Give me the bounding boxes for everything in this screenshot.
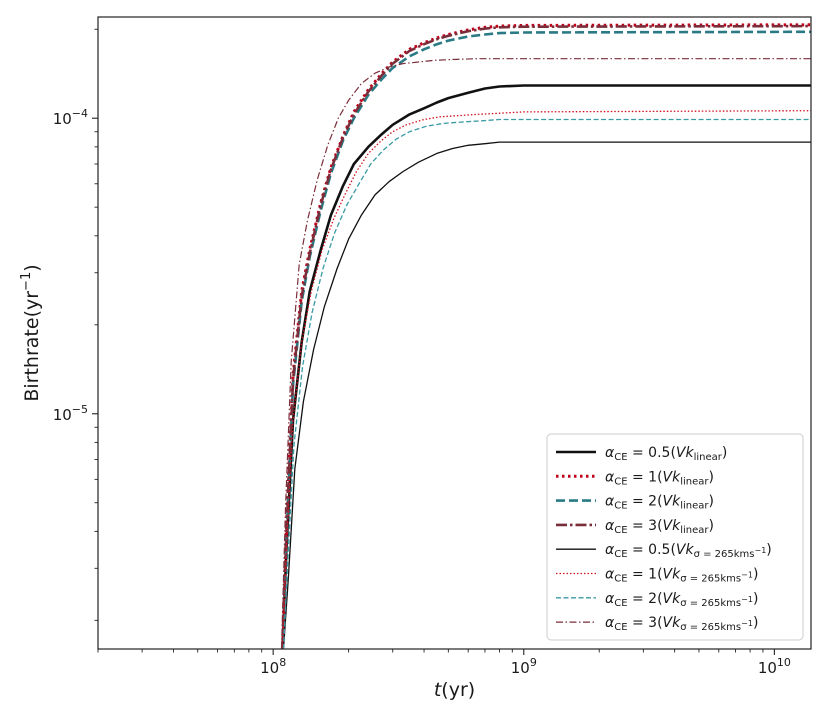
y-axis-title-sup: −1	[19, 272, 34, 291]
x-tick-label: 108	[260, 656, 286, 677]
series-line-8	[280, 58, 811, 649]
x-axis-title-var: t	[434, 679, 443, 701]
legend-label: αCE = 2(Vklinear)	[605, 494, 714, 512]
x-tick-label: 1010	[758, 656, 791, 677]
legend-label: αCE = 3(Vkσ = 265kms−1)	[605, 615, 758, 633]
y-axis-title: Birthrate(yr−1)	[19, 264, 43, 401]
legend-label: αCE = 2(Vkσ = 265kms−1)	[605, 591, 758, 609]
legend-label: αCE = 0.5(Vkσ = 265kms−1)	[605, 542, 772, 560]
plot-area-frame	[97, 16, 812, 650]
legend: αCE = 0.5(Vklinear) αCE = 1(Vklinear) αCE …	[546, 433, 804, 641]
legend-label: αCE = 0.5(Vklinear)	[605, 445, 727, 463]
series-line-7	[282, 118, 811, 649]
y-tick-label: 10−5	[53, 403, 88, 424]
x-axis-title-unit: (yr)	[441, 679, 475, 701]
legend-label: αCE = 1(Vklinear)	[605, 469, 714, 487]
y-axis-title-main: Birthrate(yr	[21, 291, 43, 402]
y-tick-label: 10−4	[53, 107, 88, 128]
series-line-1	[281, 84, 811, 649]
series-line-5	[282, 141, 811, 649]
legend-frame	[546, 433, 804, 641]
series-line-6	[281, 110, 811, 649]
series-line-4	[281, 24, 811, 649]
legend-label: αCE = 3(Vklinear)	[605, 518, 714, 536]
series-line-3	[281, 30, 811, 649]
x-axis-title: t(yr)	[434, 679, 475, 701]
legend-label: αCE = 1(Vkσ = 265kms−1)	[605, 567, 758, 585]
y-axis-title-tail: )	[21, 264, 43, 271]
x-tick-label: 109	[511, 656, 537, 677]
